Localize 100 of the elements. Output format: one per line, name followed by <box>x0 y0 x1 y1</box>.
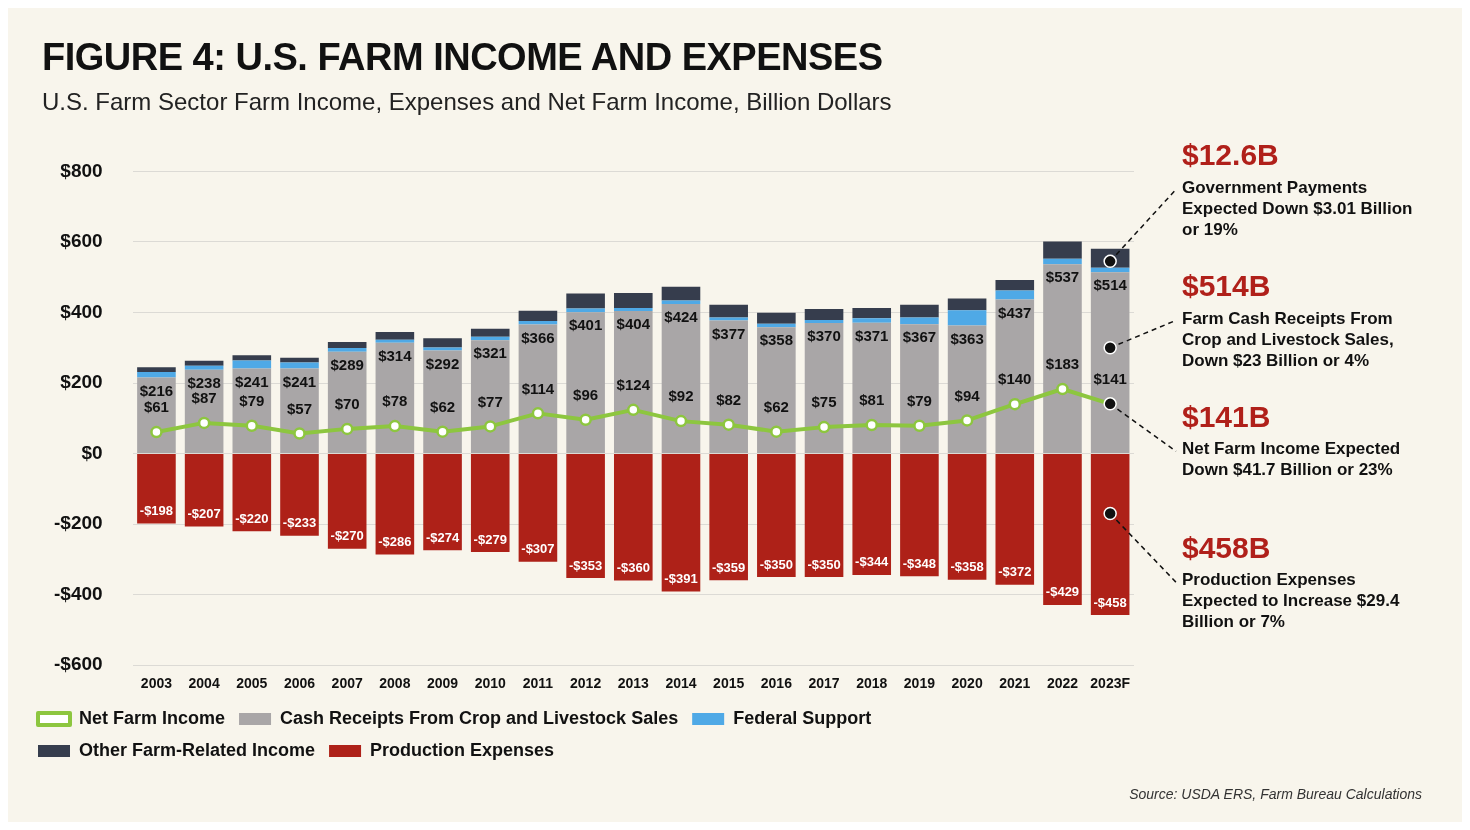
bar <box>613 311 653 454</box>
bar <box>661 454 701 592</box>
bar <box>804 454 844 578</box>
data-label: -$429 <box>1045 584 1080 600</box>
data-label: $404 <box>616 315 651 333</box>
bar <box>804 308 844 320</box>
bar <box>995 290 1035 300</box>
bar <box>423 454 462 551</box>
point <box>150 425 163 439</box>
bar <box>232 355 272 361</box>
x-tick-label: 2004 <box>188 675 220 692</box>
data-label: -$279 <box>473 531 507 547</box>
data-label: $79 <box>906 391 932 409</box>
point <box>579 413 592 426</box>
point <box>197 416 211 430</box>
point <box>293 427 306 440</box>
bar <box>1043 264 1082 454</box>
bar <box>661 304 701 454</box>
legend-label: Other Farm-Related Income <box>79 739 316 760</box>
data-label: $363 <box>950 329 984 347</box>
point <box>770 425 783 438</box>
bar <box>947 454 987 580</box>
bar <box>566 454 605 579</box>
bar <box>852 318 892 323</box>
point <box>913 419 926 432</box>
bar <box>423 338 462 348</box>
annotation: $458B Production Expenses Expected to Increase $29.4 Billion or 7% <box>1182 530 1400 632</box>
data-label: $141 <box>1093 369 1127 387</box>
y-tick-label: $800 <box>60 159 103 181</box>
chart-subtitle: U.S. Farm Sector Farm Income, Expenses and Net Farm Income, Billion Dollars <box>42 88 892 116</box>
point <box>817 420 831 434</box>
annotation: $514B Farm Cash Receipts From Crop and Livestock Sales, Down $23 Billion or 4% <box>1182 268 1394 370</box>
data-label: -$270 <box>330 528 364 544</box>
data-label: -$286 <box>378 534 412 550</box>
legend-label: Production Expenses <box>370 739 555 760</box>
data-label: $371 <box>855 326 889 344</box>
bar <box>137 367 176 373</box>
bar <box>852 454 892 575</box>
bar <box>852 307 892 319</box>
data-label: -$358 <box>950 559 984 575</box>
bar <box>709 454 748 581</box>
bar <box>947 298 987 311</box>
bar <box>613 293 653 308</box>
x-tick-label: 2023F <box>1090 675 1131 692</box>
bar <box>900 304 939 318</box>
data-label: $94 <box>954 386 981 404</box>
bar <box>232 454 272 532</box>
data-label: $321 <box>473 344 507 362</box>
data-label: $514 <box>1093 276 1128 294</box>
bar <box>137 372 176 378</box>
data-label: $75 <box>811 393 837 411</box>
y-tick-label: -$600 <box>53 653 103 675</box>
bar <box>1043 241 1082 259</box>
bar <box>757 454 796 578</box>
x-tick-label: 2011 <box>522 675 554 692</box>
x-tick-label: 2008 <box>379 675 411 692</box>
data-label: -$233 <box>282 515 317 531</box>
y-tick-label: $400 <box>60 300 103 322</box>
data-label: -$274 <box>425 529 460 545</box>
bar <box>661 286 701 301</box>
point <box>531 407 545 420</box>
data-label: $314 <box>378 346 413 364</box>
x-tick-label: 2013 <box>617 675 650 692</box>
data-label: $377 <box>711 324 746 342</box>
data-label: $92 <box>668 387 694 405</box>
data-label: $292 <box>425 354 460 372</box>
data-label: -$350 <box>759 556 793 572</box>
x-tick-label: 2003 <box>140 675 173 692</box>
bar <box>995 280 1035 291</box>
chart-title: FIGURE 4: U.S. FARM INCOME AND EXPENSES <box>42 36 883 79</box>
data-label: -$198 <box>139 502 174 518</box>
bar <box>613 454 653 581</box>
data-label: $537 <box>1045 268 1080 286</box>
bar <box>280 357 319 363</box>
bar <box>1090 272 1130 454</box>
data-label: $366 <box>521 328 555 346</box>
data-label: -$391 <box>664 571 698 587</box>
data-label: -$307 <box>521 541 555 557</box>
annotation: $141B Net Farm Income Expected Down $41.7 Billion or 23% <box>1182 399 1401 480</box>
point <box>483 420 497 433</box>
bar <box>995 299 1035 454</box>
data-label: $96 <box>573 385 599 403</box>
data-label: $289 <box>330 355 364 373</box>
bar <box>804 319 844 324</box>
source-note: Source: USDA ERS, Farm Bureau Calculations <box>1129 786 1422 802</box>
x-tick-label: 2019 <box>903 675 936 692</box>
data-label: $216 <box>139 381 174 399</box>
bar <box>566 293 605 309</box>
bar <box>184 365 224 370</box>
data-label: $82 <box>716 390 742 408</box>
bar <box>757 327 796 454</box>
bar <box>566 312 605 454</box>
x-tick-label: 2021 <box>999 675 1031 692</box>
data-label: -$353 <box>568 557 603 573</box>
bar <box>757 312 796 324</box>
x-tick-label: 2016 <box>760 675 793 692</box>
bar <box>470 454 510 552</box>
y-tick-label: $200 <box>60 371 103 393</box>
data-label: $57 <box>286 399 313 417</box>
point <box>674 414 688 428</box>
